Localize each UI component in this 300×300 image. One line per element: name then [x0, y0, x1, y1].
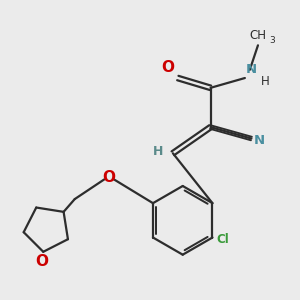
Text: N: N	[254, 134, 265, 147]
Text: H: H	[153, 145, 164, 158]
Text: 3: 3	[269, 36, 275, 45]
Text: N: N	[246, 63, 257, 76]
Text: O: O	[103, 170, 116, 185]
Text: O: O	[35, 254, 48, 269]
Text: H: H	[261, 75, 270, 88]
Text: O: O	[161, 60, 174, 75]
Text: CH: CH	[250, 29, 266, 42]
Text: Cl: Cl	[216, 233, 229, 246]
